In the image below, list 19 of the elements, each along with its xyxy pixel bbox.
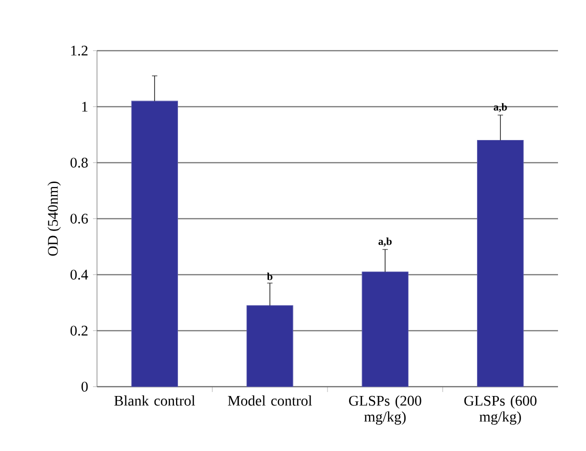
y-tick-label: 0.2 — [70, 326, 88, 336]
x-tick-label: Model control — [228, 395, 312, 406]
y-tick-label: 0.4 — [70, 270, 88, 280]
y-tick-label: 0 — [82, 382, 88, 392]
annotation: b — [267, 272, 272, 280]
bar — [477, 140, 524, 387]
bar — [246, 305, 294, 387]
annotation: a,b — [494, 103, 507, 112]
x-tick-label: GLSPs (600 mg/kg) — [464, 395, 536, 425]
y-tick-label: 1 — [82, 102, 88, 112]
bar — [131, 100, 178, 387]
x-tick-label: GLSPs (200 mg/kg) — [349, 395, 422, 425]
y-tick-label: 0.6 — [70, 214, 88, 224]
y-tick-label: 0.8 — [70, 158, 88, 168]
x-tick-label: Blank control — [114, 395, 196, 406]
y-tick-label: 1.2 — [71, 46, 88, 56]
y-axis-title: OD (540nm) — [48, 182, 61, 256]
annotation: a,b — [378, 237, 392, 247]
bar — [362, 272, 408, 387]
